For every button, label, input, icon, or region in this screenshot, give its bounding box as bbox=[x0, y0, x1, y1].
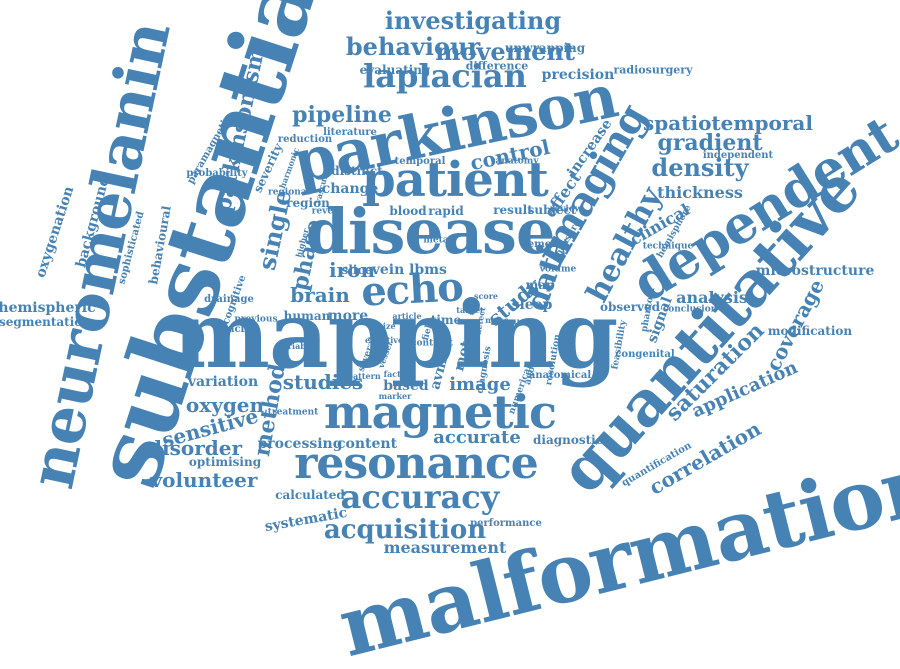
word-performance: performance bbox=[470, 518, 542, 529]
word-observed: observed bbox=[599, 300, 661, 314]
word-volume: volume bbox=[539, 264, 577, 275]
word-investigating: investigating bbox=[384, 6, 562, 35]
word-spatiotemporal: spatiotemporal bbox=[643, 111, 813, 135]
word-behaviour: behaviour bbox=[345, 32, 481, 61]
word-removal: removal bbox=[522, 239, 568, 250]
word-lbms: lbms bbox=[409, 262, 447, 278]
word-blood: blood bbox=[389, 204, 427, 218]
word-change: change bbox=[321, 181, 379, 197]
word-disease: disease bbox=[305, 195, 556, 268]
word-subject: subject bbox=[527, 203, 577, 217]
word-laplacian: laplacian bbox=[363, 57, 527, 95]
word-mapping: mapping bbox=[172, 281, 619, 389]
word-microstructure: microstructure bbox=[755, 263, 875, 279]
word-human: human bbox=[283, 309, 331, 323]
word-pipeline: pipeline bbox=[292, 102, 392, 128]
word-rapid: rapid bbox=[428, 204, 464, 218]
word-tissue: tissue bbox=[493, 317, 527, 328]
word-accuracy: accuracy bbox=[340, 478, 500, 516]
word-marker: marker bbox=[378, 391, 412, 401]
word-thickness: thickness bbox=[657, 183, 743, 202]
word-region: region bbox=[286, 196, 330, 210]
word-movement: movement bbox=[435, 37, 575, 66]
word-distinct: distinct bbox=[331, 164, 383, 178]
word-brain: brain bbox=[290, 283, 350, 307]
word-diagnostic: diagnostic bbox=[532, 433, 604, 447]
word-factor: factor bbox=[383, 369, 411, 379]
word-technique: technique bbox=[642, 241, 694, 252]
word-optimising: optimising bbox=[188, 455, 262, 469]
word-literature: literature bbox=[323, 127, 377, 138]
word-temporal: temporal bbox=[394, 156, 446, 167]
word-modification: modification bbox=[767, 324, 853, 338]
word-regional: regional bbox=[268, 187, 310, 198]
word-density: density bbox=[651, 153, 749, 182]
word-radiosurgery: radiosurgery bbox=[613, 63, 693, 77]
word-resonance: resonance bbox=[294, 438, 539, 489]
word-result: result bbox=[493, 203, 533, 217]
word-anatomy: anatomy bbox=[495, 156, 539, 167]
word-review: review bbox=[549, 204, 583, 215]
word-noise: noise bbox=[485, 315, 509, 325]
word-previous: previous bbox=[234, 314, 278, 325]
word-patient: patient bbox=[362, 152, 549, 208]
word-map: map bbox=[525, 278, 555, 292]
word-target: target bbox=[456, 305, 484, 315]
word-conclusion: conclusion bbox=[662, 304, 718, 315]
word-variation: variation bbox=[187, 374, 259, 390]
word-spacing: spacing bbox=[215, 324, 259, 335]
word-acquisition: acquisition bbox=[323, 515, 487, 545]
word-processing: processing bbox=[257, 436, 343, 452]
word-calculated: calculated bbox=[275, 488, 345, 502]
word-variable: variable bbox=[278, 341, 314, 351]
word-analysis: analysis bbox=[676, 288, 748, 307]
word-studies: studies bbox=[282, 370, 364, 394]
word-content: content bbox=[336, 436, 398, 452]
word-image: image bbox=[449, 374, 511, 395]
word-accurate: accurate bbox=[433, 427, 521, 448]
word-disorder: disorder bbox=[148, 436, 242, 460]
word-reduction: reduction bbox=[277, 134, 333, 145]
word-article: article bbox=[392, 311, 422, 321]
word-magnetic: magnetic bbox=[323, 385, 557, 439]
word-size: size bbox=[378, 321, 396, 331]
word-hemispheric: hemispheric bbox=[0, 300, 96, 316]
word-time: time bbox=[430, 313, 462, 327]
word-independent: independent bbox=[702, 150, 774, 161]
word-contrast: contrast bbox=[411, 338, 453, 349]
word-drainage: drainage bbox=[204, 294, 254, 305]
word-volunteer: volunteer bbox=[150, 468, 258, 492]
word-gradient: gradient bbox=[657, 130, 763, 156]
word-score: score bbox=[473, 291, 499, 301]
word-sleep: sleep bbox=[511, 297, 553, 313]
word-measurement: measurement bbox=[383, 538, 507, 557]
word-anatomical: anatomical bbox=[528, 370, 592, 381]
word-oxygen: oxygen bbox=[185, 393, 265, 417]
word-slice: slice bbox=[341, 263, 373, 277]
word-vein: vein bbox=[371, 262, 405, 278]
word-segmentation: segmentation bbox=[0, 315, 91, 329]
word-treatment: treatment bbox=[267, 407, 319, 418]
word-evaluating: evaluating bbox=[359, 63, 431, 77]
word-reveal: reveal bbox=[311, 206, 343, 217]
word-congenital: congenital bbox=[615, 349, 675, 360]
word-iron: iron bbox=[328, 258, 376, 282]
word-effective: effective bbox=[364, 335, 404, 345]
word-difference: difference bbox=[465, 59, 529, 73]
word-probability: probability bbox=[186, 168, 248, 179]
word-pattern: pattern bbox=[347, 371, 381, 381]
word-more: more bbox=[327, 308, 369, 324]
word-meta: meta bbox=[423, 235, 449, 246]
word-unwrapping: unwrapping bbox=[504, 41, 586, 55]
word-based: based bbox=[383, 378, 429, 394]
word-precision: precision bbox=[541, 67, 615, 83]
